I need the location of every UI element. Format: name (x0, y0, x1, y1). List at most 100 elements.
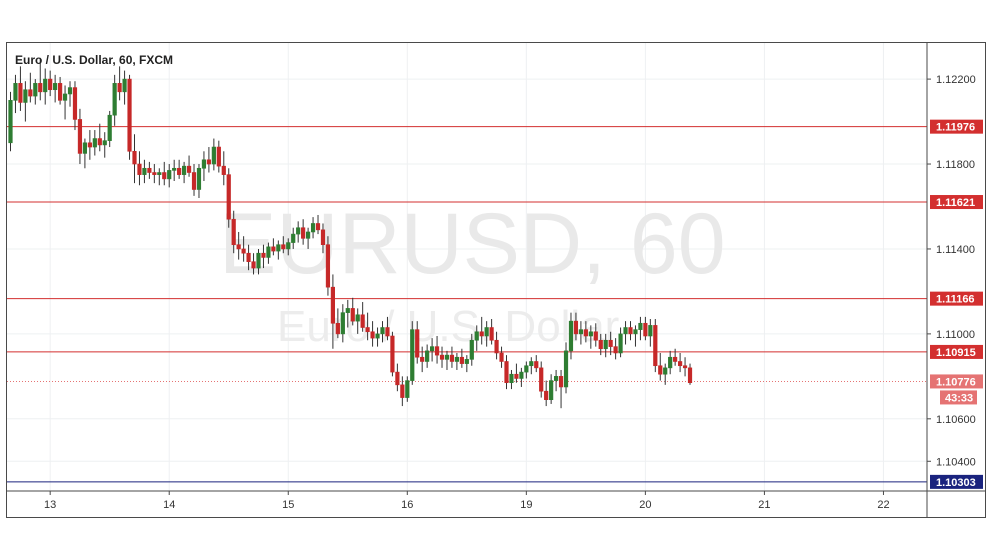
candle-body[interactable] (499, 352, 504, 362)
candle-body[interactable] (549, 380, 554, 401)
candle-body[interactable] (320, 229, 326, 246)
candle-body[interactable] (633, 329, 638, 335)
candle-body[interactable] (613, 346, 618, 354)
candle-body[interactable] (425, 350, 430, 362)
candle-body[interactable] (434, 346, 440, 356)
candle-body[interactable] (117, 83, 122, 93)
candle-body[interactable] (62, 93, 68, 101)
candle-body[interactable] (72, 87, 78, 120)
candle-body[interactable] (439, 354, 445, 360)
candle-body[interactable] (479, 331, 484, 337)
candle-body[interactable] (211, 146, 216, 165)
candle-body[interactable] (464, 359, 469, 364)
candle-body[interactable] (410, 329, 415, 381)
candle-body[interactable] (380, 327, 385, 335)
candle-body[interactable] (172, 167, 177, 171)
candle-body[interactable] (658, 365, 663, 375)
candle-body[interactable] (33, 83, 38, 97)
candle-body[interactable] (142, 167, 147, 175)
candle-body[interactable] (578, 329, 583, 335)
candle-body[interactable] (157, 172, 162, 175)
candle-body[interactable] (177, 167, 182, 175)
candle-body[interactable] (325, 244, 331, 288)
candle-body[interactable] (206, 159, 212, 165)
candle-body[interactable] (618, 333, 623, 354)
candle-body[interactable] (256, 252, 261, 269)
candle-body[interactable] (444, 354, 450, 360)
candle-body[interactable] (28, 89, 33, 97)
candle-body[interactable] (573, 320, 579, 335)
candle-body[interactable] (261, 252, 266, 258)
candle-body[interactable] (236, 244, 241, 250)
candle-body[interactable] (132, 150, 137, 165)
candle-body[interactable] (504, 361, 509, 384)
candle-body[interactable] (588, 331, 593, 337)
candle-body[interactable] (474, 331, 479, 341)
candle-body[interactable] (167, 170, 172, 180)
candle-body[interactable] (459, 356, 464, 364)
candle-body[interactable] (375, 333, 380, 339)
candle-body[interactable] (494, 339, 499, 354)
candle-body[interactable] (593, 331, 598, 341)
candle-body[interactable] (305, 231, 311, 239)
candle-body[interactable] (147, 167, 152, 173)
candle-body[interactable] (623, 327, 628, 335)
candle-body[interactable] (677, 361, 683, 367)
candle-body[interactable] (48, 78, 53, 91)
candle-body[interactable] (92, 138, 97, 148)
candle-body[interactable] (583, 329, 588, 337)
candle-body[interactable] (529, 361, 534, 367)
candle-body[interactable] (365, 327, 370, 333)
candle-body[interactable] (350, 308, 355, 322)
candle-body[interactable] (112, 83, 117, 116)
candle-body[interactable] (687, 367, 693, 384)
candle-body[interactable] (563, 350, 569, 388)
time-axis[interactable]: 13 14 15 16 19 20 21 22 (44, 491, 890, 511)
candle-body[interactable] (544, 390, 549, 401)
candle-body[interactable] (162, 172, 167, 180)
candle-body[interactable] (360, 314, 365, 328)
candle-body[interactable] (241, 248, 246, 254)
candle-body[interactable] (553, 376, 559, 381)
candle-body[interactable] (558, 376, 564, 388)
candle-body[interactable] (182, 165, 187, 175)
candle-body[interactable] (18, 83, 23, 103)
candle-body[interactable] (296, 227, 301, 235)
candle-body[interactable] (8, 100, 13, 144)
candle-body[interactable] (628, 327, 633, 335)
candle-body[interactable] (315, 223, 321, 231)
candle-body[interactable] (340, 312, 345, 335)
candle-body[interactable] (509, 373, 514, 384)
candle-body[interactable] (196, 167, 202, 190)
candle-body[interactable] (638, 322, 643, 330)
candle-body[interactable] (191, 172, 197, 190)
candle-body[interactable] (137, 163, 142, 175)
candle-body[interactable] (648, 325, 653, 337)
candle-body[interactable] (67, 87, 73, 95)
candle-body[interactable] (276, 244, 281, 252)
candle-body[interactable] (653, 325, 658, 367)
candle-body[interactable] (310, 223, 316, 233)
candle-body[interactable] (216, 146, 221, 167)
candle-body[interactable] (301, 227, 306, 239)
candle-body[interactable] (489, 327, 494, 341)
candle-body[interactable] (429, 346, 435, 352)
candle-body[interactable] (77, 119, 83, 154)
candle-body[interactable] (266, 246, 271, 258)
candle-body[interactable] (454, 356, 460, 362)
candle-body[interactable] (53, 83, 58, 91)
candle-body[interactable] (152, 172, 157, 175)
candle-body[interactable] (87, 142, 92, 148)
candle-body[interactable] (13, 83, 18, 101)
candle-body[interactable] (385, 327, 390, 337)
candle-body[interactable] (251, 261, 256, 269)
candle-body[interactable] (231, 218, 236, 246)
candle-body[interactable] (514, 373, 519, 379)
candle-body[interactable] (221, 165, 226, 175)
candle-body[interactable] (673, 356, 678, 362)
candle-body[interactable] (534, 361, 539, 369)
candle-body[interactable] (335, 322, 340, 335)
candle-body[interactable] (43, 78, 48, 93)
candle-body[interactable] (395, 371, 400, 386)
candle-body[interactable] (682, 365, 688, 369)
